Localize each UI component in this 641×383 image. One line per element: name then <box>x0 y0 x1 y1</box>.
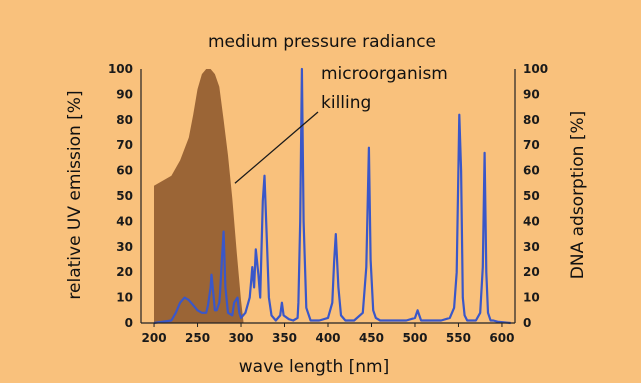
left-y-tick-label: 60 <box>116 164 133 178</box>
x-tick-label: 200 <box>142 331 167 345</box>
left-y-tick-labels: 0 10 20 30 40 50 60 70 80 90 100 <box>108 62 133 330</box>
left-y-tick-label: 80 <box>116 113 133 127</box>
x-tick-labels: 200 250 300 350 400 450 500 550 600 <box>142 323 514 345</box>
chart-title: medium pressure radiance <box>208 32 436 52</box>
left-y-tick-label: 50 <box>116 189 133 203</box>
right-y-tick-label: 60 <box>523 164 540 178</box>
x-tick-label: 600 <box>489 331 514 345</box>
x-tick-label: 550 <box>446 331 471 345</box>
right-y-tick-label: 50 <box>523 189 540 203</box>
x-tick-label: 450 <box>359 331 384 345</box>
annotation-pointer-line <box>234 111 319 184</box>
right-y-tick-label: 80 <box>523 113 540 127</box>
right-y-tick-label: 40 <box>523 214 540 228</box>
x-tick-label: 300 <box>228 331 253 345</box>
right-y-tick-label: 30 <box>523 240 540 254</box>
right-y-tick-label: 0 <box>523 316 531 330</box>
right-y-tick-label: 70 <box>523 138 540 152</box>
left-y-tick-label: 10 <box>116 291 133 305</box>
right-y-tick-label: 100 <box>523 62 548 76</box>
right-y-tick-labels: 0 10 20 30 40 50 60 70 80 90 100 <box>523 62 548 330</box>
left-y-tick-label: 20 <box>116 265 133 279</box>
left-y-tick-label: 30 <box>116 240 133 254</box>
right-y-tick-label: 10 <box>523 291 540 305</box>
x-tick-label: 500 <box>402 331 427 345</box>
x-axis-title: wave length [nm] <box>239 357 389 377</box>
x-tick-label: 350 <box>272 331 297 345</box>
annotation-label-line-2: killing <box>321 93 371 113</box>
right-y-tick-label: 90 <box>523 87 540 101</box>
x-tick-label: 400 <box>315 331 340 345</box>
left-y-tick-label: 90 <box>116 87 133 101</box>
right-y-tick-label: 20 <box>523 265 540 279</box>
plot-area <box>153 67 511 325</box>
left-y-tick-label: 40 <box>116 214 133 228</box>
x-tick-label: 250 <box>185 331 210 345</box>
left-y-tick-label: 70 <box>116 138 133 152</box>
left-y-axis-title: relative UV emission [%] <box>65 90 85 299</box>
annotation-label-line-1: microorganism <box>321 64 448 84</box>
left-y-tick-label: 100 <box>108 62 133 76</box>
uv-emission-line <box>153 67 511 325</box>
left-y-tick-label: 0 <box>125 316 133 330</box>
right-y-axis-title: DNA adsorption [%] <box>568 111 588 279</box>
annotation: microorganism killing <box>234 64 448 184</box>
